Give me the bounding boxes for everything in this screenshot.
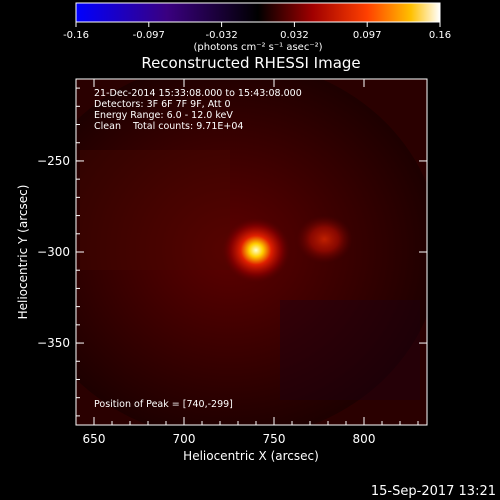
annotation-time-range: 21-Dec-2014 15:33:08.000 to 15:43:08.000 — [94, 88, 302, 99]
heatmap-image — [76, 79, 427, 425]
colorbar-tick-label: -0.097 — [133, 30, 165, 41]
y-tick-label: −300 — [37, 245, 70, 259]
y-tick-label: −350 — [37, 336, 70, 350]
annotation-clean-counts: Clean Total counts: 9.71E+04 — [94, 121, 243, 132]
x-tick-label: 700 — [173, 432, 196, 446]
x-tick-label: 800 — [353, 432, 376, 446]
colorbar — [75, 2, 441, 23]
secondary-source — [296, 215, 353, 264]
colorbar-tick-label: 0.16 — [429, 30, 451, 41]
main-source — [222, 217, 290, 283]
chart-title: Reconstructed RHESSI Image — [141, 54, 360, 72]
annotation-detectors: Detectors: 3F 6F 7F 9F, Att 0 — [94, 99, 231, 110]
y-axis-label: Heliocentric Y (arcsec) — [16, 185, 30, 320]
colorbar-tick-label: -0.032 — [205, 30, 237, 41]
colorbar-tick-label: 0.097 — [353, 30, 382, 41]
colorbar-tick-label: -0.16 — [63, 30, 89, 41]
colorbar-tick-label: 0.032 — [280, 30, 309, 41]
x-tick-label: 750 — [263, 432, 286, 446]
annotation-peak-position: Position of Peak = [740,-299] — [94, 399, 233, 410]
x-tick-label: 650 — [83, 432, 106, 446]
annotation-energy-range: Energy Range: 6.0 - 12.0 keV — [94, 110, 233, 121]
axes: 650 700 750 800 −250 −300 −350 — [37, 79, 427, 446]
x-axis-label: Heliocentric X (arcsec) — [183, 449, 319, 463]
colorbar-ticks: -0.16 -0.097 -0.032 0.032 0.097 0.16 — [63, 22, 451, 41]
y-tick-label: −250 — [37, 154, 70, 168]
timestamp: 15-Sep-2017 13:21 — [371, 484, 496, 499]
colorbar-units: (photons cm⁻² s⁻¹ asec⁻²) — [193, 42, 322, 53]
